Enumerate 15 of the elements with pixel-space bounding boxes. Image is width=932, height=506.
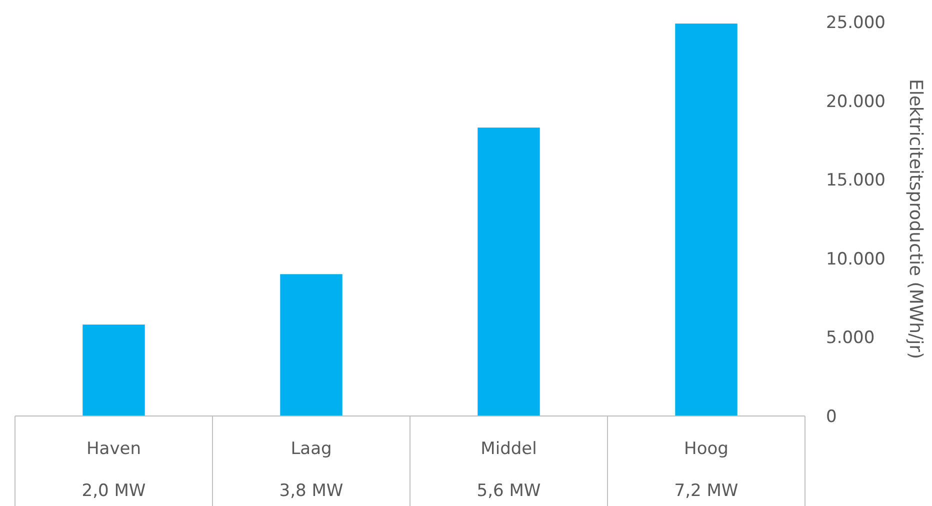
category-label: Middel 5,6 MW xyxy=(476,439,541,501)
category-label: Haven 2,0 MW xyxy=(82,439,146,501)
bar xyxy=(82,324,145,416)
y-tick-label: 20.000 xyxy=(826,92,886,112)
y-tick-label: 10.000 xyxy=(826,249,886,270)
bar xyxy=(478,128,540,416)
y-tick-label: 5.000 xyxy=(826,328,875,348)
y-tick-label: 0 xyxy=(826,406,837,427)
y-tick-label: 25.000 xyxy=(826,12,886,33)
y-tick-label: 15.000 xyxy=(826,170,886,191)
category-label: Laag 3,8 MW xyxy=(279,439,344,501)
y-axis-title: Elektriciteitsproductie (MWh/jr) xyxy=(905,78,926,360)
bar xyxy=(280,274,342,416)
category-label: Hoog 7,2 MW xyxy=(674,439,738,501)
bar xyxy=(675,24,738,416)
